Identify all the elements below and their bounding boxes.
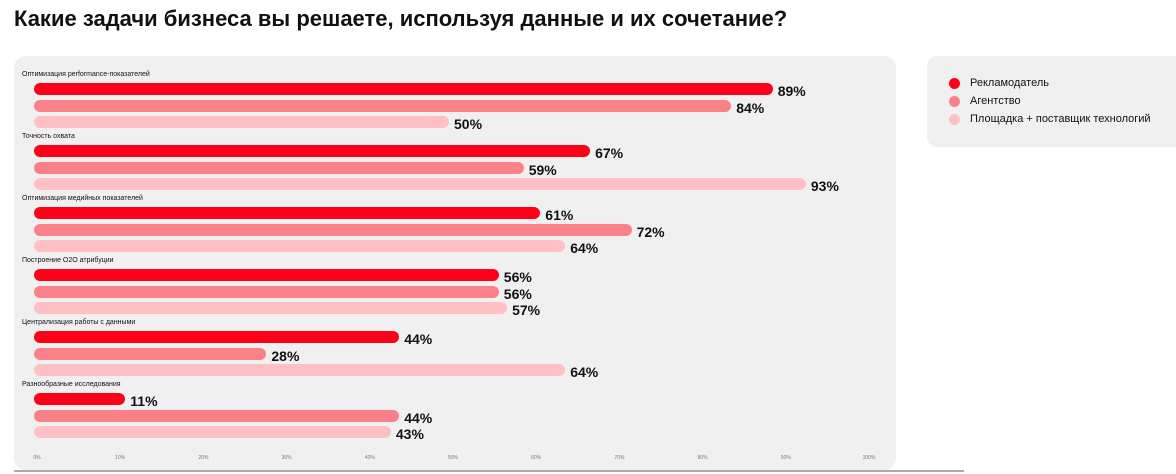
data-label: 72% xyxy=(636,223,665,240)
data-label: 11% xyxy=(130,393,158,409)
x-tick-label: 0% xyxy=(33,455,41,461)
legend-item: Площадка + поставщик технологий xyxy=(949,113,1151,125)
data-label: 89% xyxy=(777,83,806,99)
category-label: Оптимизация медийных показателей xyxy=(22,195,143,202)
data-label: 43% xyxy=(395,426,424,442)
data-label: 44% xyxy=(404,409,433,426)
bar-1 xyxy=(34,269,499,281)
x-tick-label: 30% xyxy=(281,455,292,461)
bar-3 xyxy=(34,364,566,376)
legend-label: Площадка + поставщик технологий xyxy=(970,113,1151,125)
x-tick-label: 20% xyxy=(198,455,209,461)
data-label: 67% xyxy=(595,145,624,161)
legend-dot-icon xyxy=(949,95,960,107)
category-label: Оптимизация performance-показателей xyxy=(22,71,150,78)
data-label: 44% xyxy=(404,331,433,347)
bar-1 xyxy=(34,393,126,405)
x-tick-label: 10% xyxy=(115,455,126,461)
data-label: 28% xyxy=(271,347,300,364)
legend-label: Рекламодатель xyxy=(970,77,1049,89)
bar-1 xyxy=(34,207,541,219)
bar-3 xyxy=(34,240,566,252)
category-label: Разнообразные исследования xyxy=(22,381,121,388)
bar-1 xyxy=(34,331,400,343)
legend-dot-icon xyxy=(949,113,960,125)
x-tick-label: 80% xyxy=(697,455,708,461)
bar-2 xyxy=(34,347,267,360)
page-title: Какие задачи бизнеса вы решаете, использ… xyxy=(14,6,788,31)
data-label: 56% xyxy=(503,269,532,285)
bar-2 xyxy=(34,99,732,112)
data-label: 50% xyxy=(454,116,483,132)
data-label: 64% xyxy=(570,240,599,256)
x-tick-label: 60% xyxy=(531,455,542,461)
x-tick-label: 100% xyxy=(862,455,876,461)
bar-1 xyxy=(34,83,773,95)
data-label: 84% xyxy=(736,99,765,116)
legend: Рекламодатель Агентство Площадка + поставщ… xyxy=(927,56,1176,147)
bar-3 xyxy=(34,178,806,190)
data-label: 93% xyxy=(810,178,839,194)
data-label: 64% xyxy=(570,364,599,380)
legend-item: Агентство xyxy=(949,95,1021,107)
category-label: Точность охвата xyxy=(22,133,75,140)
x-tick-label: 40% xyxy=(364,455,375,461)
x-tick-label: 90% xyxy=(780,455,791,461)
bar-1 xyxy=(34,145,591,157)
bar-3 xyxy=(34,302,508,314)
bar-2 xyxy=(34,409,400,422)
x-tick-label: 50% xyxy=(447,455,459,461)
category-label: Централизация работы с данными xyxy=(22,319,136,326)
data-label: 61% xyxy=(545,207,574,223)
bar-2 xyxy=(34,161,524,174)
data-label: 57% xyxy=(512,302,541,318)
bar-3 xyxy=(34,426,391,438)
divider xyxy=(14,470,964,472)
bar-3 xyxy=(34,116,449,128)
data-label: 56% xyxy=(503,285,532,302)
legend-dot-icon xyxy=(949,77,960,89)
bar-2 xyxy=(34,285,499,298)
category-label: Построение O2O атрибуции xyxy=(22,257,114,264)
bar-2 xyxy=(34,223,632,236)
legend-label: Агентство xyxy=(970,95,1021,107)
x-tick-label: 70% xyxy=(614,455,625,461)
data-label: 59% xyxy=(528,161,557,178)
legend-item: Рекламодатель xyxy=(949,77,1049,89)
